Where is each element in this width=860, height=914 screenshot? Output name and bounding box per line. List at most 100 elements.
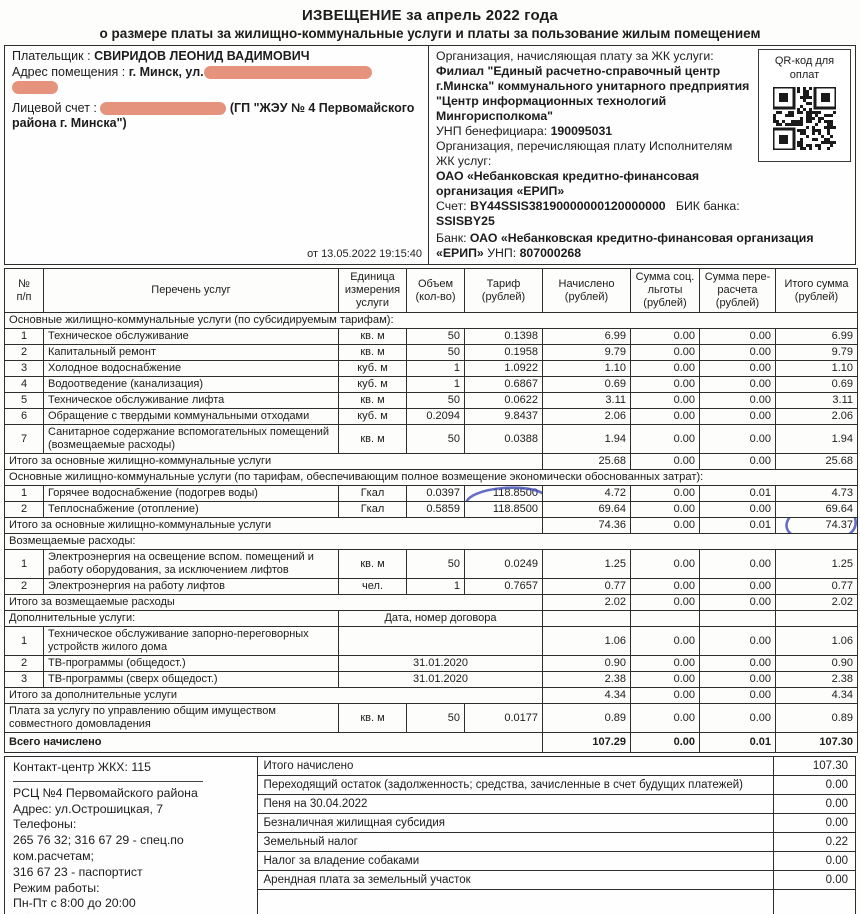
- recalc-cell: 0.00: [699, 408, 776, 425]
- table-row-service: 6 Обращение с твердыми коммунальными отхо…: [4, 408, 858, 425]
- recalc-cell: 0.00: [699, 626, 776, 656]
- table-row-service_date: 1 Техническое обслуживание запорно-перего…: [4, 626, 858, 656]
- tariff-cell: 0.0388: [464, 424, 543, 454]
- total-cell: 4.73: [775, 485, 858, 502]
- table-row-section: Возмещаемые расходы:: [4, 533, 858, 550]
- total-cell: 2.06: [775, 408, 858, 425]
- totals-summary-block: Итого начислено 107.30 Переходящий остаток…: [256, 756, 856, 914]
- blue-pen-annotation: [785, 518, 857, 533]
- column-header-3: Объем (кол-во): [406, 268, 465, 313]
- row-num: 1: [4, 328, 44, 345]
- column-header-6: Сумма соц. льготы (рублей): [630, 268, 700, 313]
- column-header-4: Тариф (рублей): [464, 268, 543, 313]
- transfer-org-label: Организация, перечисляющая плату Исполни…: [436, 139, 733, 168]
- unit-cell: куб. м: [338, 408, 407, 425]
- subtotal-label: Итого за основные жилищно-коммунальные у…: [4, 517, 543, 534]
- tariff-cell: 0.0177: [464, 703, 543, 733]
- contract-date-header: Дата, номер договора: [338, 610, 543, 627]
- summary-value: 0.00: [773, 852, 855, 870]
- recalc-cell: 0.01: [699, 517, 776, 534]
- tariff-cell: 0.0249: [464, 549, 543, 579]
- total-cell: 2.38: [775, 671, 858, 688]
- service-name: Капитальный ремонт: [43, 344, 339, 361]
- table-row-subtotal: Итого за дополнительные услуги 4.34 0.00 0.…: [4, 687, 858, 704]
- unp-value: 190095031: [550, 124, 613, 138]
- volume-cell: 50: [406, 549, 465, 579]
- tariff-cell: 0.6867: [464, 376, 543, 393]
- unit-cell: чел.: [338, 578, 407, 595]
- row-num: 4: [4, 376, 44, 393]
- volume-cell: 50: [406, 703, 465, 733]
- total-cell: 25.68: [775, 453, 858, 470]
- total-cell: 107.30: [775, 732, 858, 753]
- accrual-org-line: Организация, начисляющая плату за ЖК усл…: [436, 49, 751, 124]
- row-num: 2: [4, 344, 44, 361]
- summary-value: 107.30: [773, 757, 855, 775]
- document-title: ИЗВЕЩЕНИЕ за апрель 2022 года о размере …: [4, 0, 856, 41]
- address-prefix: г. Минск, ул.: [128, 64, 204, 79]
- column-header-2: Единица измерения услуги: [338, 268, 407, 313]
- tariff-cell: 0.0622: [464, 392, 543, 409]
- recalc-cell: 0.00: [699, 578, 776, 595]
- service-name: Техническое обслуживание лифта: [43, 392, 339, 409]
- accrued-cell: 25.68: [542, 453, 631, 470]
- unit-cell: кв. м: [338, 392, 407, 409]
- table-row-service: 1 Горячее водоснабжение (подогрев воды) Гк…: [4, 485, 858, 502]
- service-name: Техническое обслуживание: [43, 328, 339, 345]
- service-name: Обращение с твердыми коммунальными отход…: [43, 408, 339, 425]
- accrued-cell: 9.79: [542, 344, 631, 361]
- row-num: 5: [4, 392, 44, 409]
- table-row-service: 2 Теплоснабжение (отопление) Гкал 0.5859 118…: [4, 501, 858, 518]
- recalc-cell: 0.01: [699, 485, 776, 502]
- bank-unp-value: 807000268: [519, 246, 582, 260]
- volume-cell: 1: [406, 376, 465, 393]
- summary-label: Пеня на 30.04.2022: [263, 798, 368, 810]
- summary-value: 0.00: [773, 795, 855, 813]
- social-benefit-cell: 0.00: [630, 517, 700, 534]
- account-label: Лицевой счет :: [12, 100, 97, 115]
- unit-cell: кв. м: [338, 328, 407, 345]
- contact-line: Адрес: ул.Острошицкая, 7: [13, 801, 164, 816]
- bank-unp-label: УНП:: [487, 246, 517, 260]
- payer-name: СВИРИДОВ ЛЕОНИД ВАДИМОВИЧ: [94, 49, 310, 63]
- unp-label: УНП бенефициара:: [436, 124, 548, 138]
- qr-code-image: [771, 85, 838, 152]
- volume-cell: 50: [406, 328, 465, 345]
- total-cell: 1.06: [775, 626, 858, 656]
- total-cell: 6.99: [775, 328, 858, 345]
- unit-cell: куб. м: [338, 360, 407, 377]
- total-cell: 0.90: [775, 655, 858, 672]
- bik-value: SSISBY25: [436, 214, 495, 228]
- organization-info-cell: Организация, начисляющая плату за ЖК усл…: [429, 46, 855, 264]
- total-cell: 0.89: [775, 703, 858, 733]
- subtotal-label: Итого за основные жилищно-коммунальные у…: [4, 453, 543, 470]
- summary-value: 0.00: [773, 871, 855, 889]
- accrued-cell: 1.94: [542, 424, 631, 454]
- contract-date-cell: [338, 626, 543, 656]
- summary-value: [773, 890, 855, 914]
- social-benefit-cell: 0.00: [630, 655, 700, 672]
- accrued-cell: 6.99: [542, 328, 631, 345]
- total-cell: 9.79: [775, 344, 858, 361]
- accrued-cell: 2.38: [542, 671, 631, 688]
- table-row-contract: Дополнительные услуги: Дата, номер догово…: [4, 610, 858, 627]
- tariff-cell: 0.1398: [464, 328, 543, 345]
- social-benefit-cell: 0.00: [630, 453, 700, 470]
- total-cell: [775, 610, 858, 627]
- recalc-cell: 0.00: [699, 376, 776, 393]
- volume-cell: 50: [406, 424, 465, 454]
- social-benefit-cell: 0.00: [630, 703, 700, 733]
- account-number-value: BY44SSIS38190000000120000000: [470, 199, 666, 213]
- table-row-section: Основные жилищно-коммунальные услуги (по…: [4, 312, 858, 329]
- service-name: Техническое обслуживание запорно-перегов…: [43, 626, 339, 656]
- contact-line: Пн-Пт с 8:00 до 20:00: [13, 896, 136, 911]
- service-name: Санитарное содержание вспомогательных по…: [43, 424, 339, 454]
- column-header-5: Начислено (рублей): [542, 268, 631, 313]
- table-row-grand: Всего начислено 107.29 0.00 0.01 107.30: [4, 732, 858, 753]
- accrued-cell: 74.36: [542, 517, 631, 534]
- summary-spacer: [258, 890, 856, 914]
- service-name: Плата за услугу по управлению общим имущ…: [4, 703, 339, 733]
- social-benefit-cell: 0.00: [630, 594, 700, 611]
- tariff-cell: 9.8437: [464, 408, 543, 425]
